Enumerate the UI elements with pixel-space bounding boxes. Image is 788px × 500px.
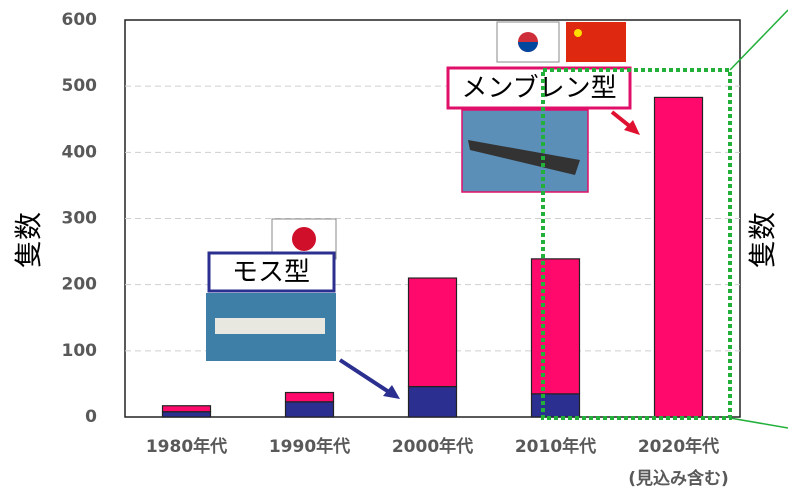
zoom-line — [729, 417, 788, 429]
moss-callout: モス型 — [206, 218, 400, 399]
membrane-arrow-head — [624, 120, 640, 135]
zoom-line — [729, 9, 788, 71]
x-tick-label: 2000年代 — [392, 436, 473, 457]
y-tick-label: 0 — [85, 407, 97, 427]
moss-arrow-head — [383, 385, 400, 399]
moss-arrow — [338, 358, 394, 396]
bar-segment — [284, 401, 335, 418]
korea-flag-half — [518, 42, 538, 52]
y-tick-label: 100 — [62, 341, 98, 361]
china-flag — [566, 22, 626, 62]
membrane-label-box — [446, 66, 632, 110]
marks: 0 100 200 300 400 500 600 1980年代 1990年代 2000年代 201… — [62, 10, 740, 489]
bar-segment — [407, 277, 458, 388]
japan-flag-sun — [292, 227, 316, 251]
y-tick-label: 300 — [62, 209, 98, 229]
x-tick-note: (見込み含む) — [628, 468, 729, 489]
y-tick-label: 200 — [62, 275, 98, 295]
y-axis-title-right: 隻数 — [746, 212, 779, 268]
x-tick-label: 1990年代 — [269, 436, 350, 457]
membrane-callout: メンブレン型 — [446, 21, 640, 193]
bar-segment — [530, 258, 581, 395]
y-tick-label: 600 — [62, 10, 98, 30]
y-tick-label: 500 — [62, 76, 98, 96]
zoom-box — [541, 68, 732, 420]
membrane-label: メンブレン型 — [461, 74, 616, 104]
y-tick-label: 400 — [62, 142, 98, 162]
y-axis-title: 隻数 — [12, 212, 45, 268]
x-tick-label: 2010年代 — [515, 436, 596, 457]
moss-ship-hull — [215, 318, 325, 334]
moss-label-box — [207, 251, 336, 293]
china-flag-star — [574, 29, 582, 37]
x-tick-label: 2020年代 — [638, 436, 719, 457]
x-tick-label: 1980年代 — [146, 436, 227, 457]
moss-label: モス型 — [232, 258, 310, 288]
bar-segment — [653, 96, 704, 418]
bar-segment — [407, 385, 458, 418]
bar-segment — [161, 405, 212, 413]
membrane-ship-hull — [468, 140, 580, 175]
bar-segment — [284, 391, 335, 403]
bar-segment — [161, 411, 212, 418]
bar-segment — [530, 393, 581, 418]
